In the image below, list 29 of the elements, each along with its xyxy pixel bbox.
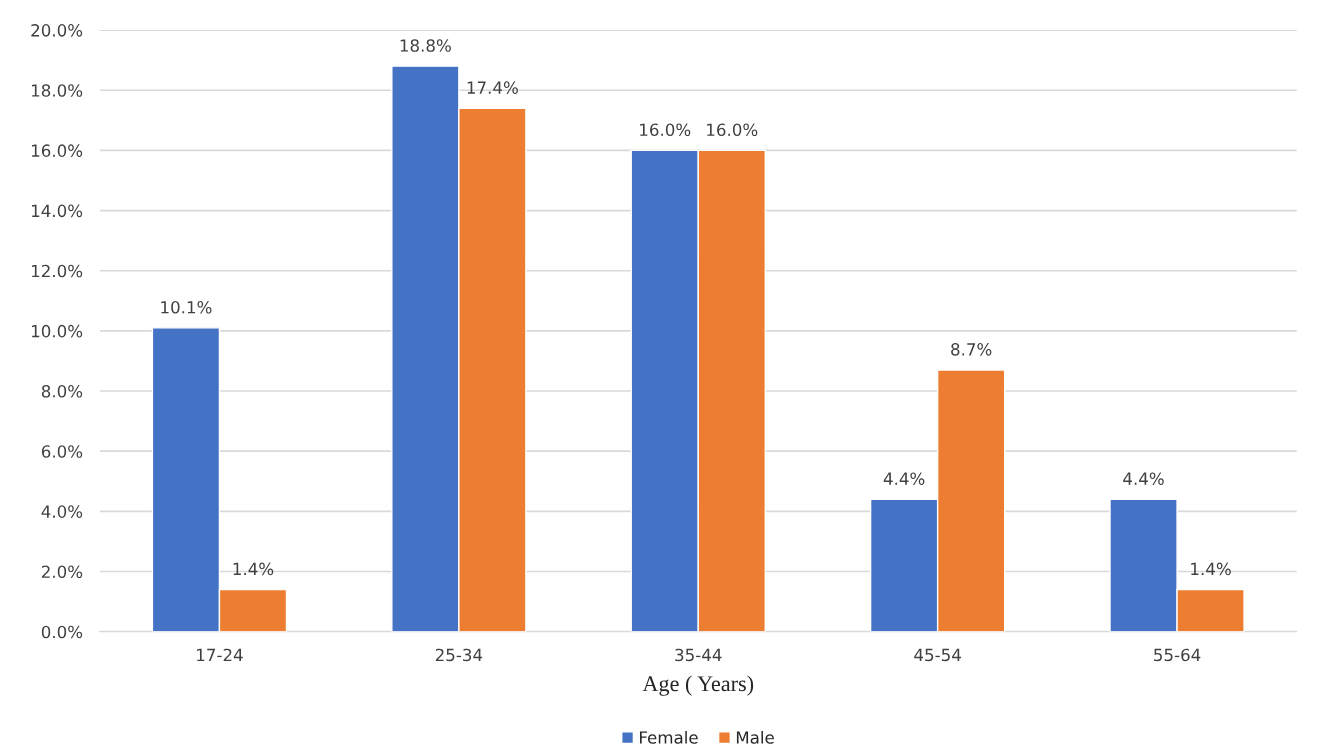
y-tick-label: 0.0% — [41, 625, 83, 639]
y-tick-label: 14.0% — [31, 204, 83, 218]
x-tick-label: 17-24 — [197, 648, 243, 662]
y-tick-label: 20.0% — [31, 24, 83, 37]
x-tick-label: 35-44 — [675, 648, 722, 662]
data-label: 16.0% — [707, 123, 758, 137]
data-label: 17.4% — [467, 81, 518, 94]
legend-label: Male — [736, 730, 774, 744]
y-tick-label: 12.0% — [31, 264, 83, 278]
x-tick-label: 25-34 — [435, 648, 483, 662]
y-tick-label: 16.0% — [31, 144, 83, 157]
y-tick-label: 6.0% — [41, 445, 83, 458]
data-label: 18.8% — [400, 39, 451, 52]
data-label: 4.4% — [1123, 472, 1164, 485]
y-tick-label: 4.0% — [41, 505, 83, 518]
data-label: 10.1% — [161, 300, 212, 314]
x-axis-title: Age ( Years) — [642, 675, 754, 696]
legend-label: Female — [640, 730, 698, 744]
y-tick-label: 10.0% — [31, 324, 83, 338]
y-tick-label: 18.0% — [31, 84, 83, 97]
y-tick-label: 2.0% — [41, 565, 83, 579]
data-label: 16.0% — [640, 123, 691, 137]
data-label: 4.4% — [883, 472, 925, 485]
y-tick-label: 8.0% — [41, 385, 83, 398]
data-label: 1.4% — [233, 562, 274, 576]
x-tick-label: 45-54 — [914, 648, 961, 662]
x-tick-label: 55-64 — [1154, 648, 1201, 662]
data-label: 1.4% — [1191, 562, 1231, 576]
data-label: 8.7% — [951, 343, 992, 356]
